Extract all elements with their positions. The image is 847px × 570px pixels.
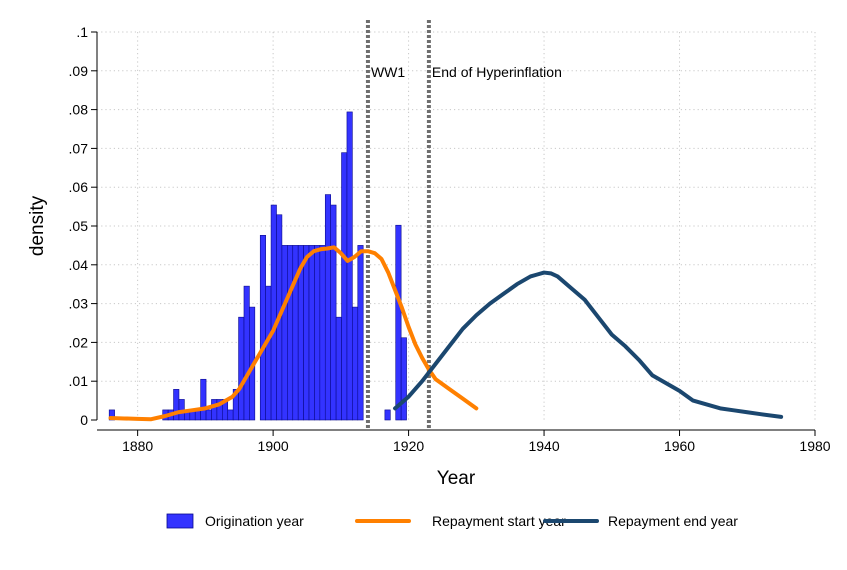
histogram-bar (335, 316, 342, 421)
histogram-bar (211, 399, 218, 421)
histogram-bar (200, 378, 207, 421)
legend-label: Repayment end year (608, 513, 738, 529)
y-tick-label: .05 (69, 218, 89, 234)
y-tick-label: 0 (80, 412, 88, 428)
histogram-bar (400, 337, 407, 421)
y-tick-label: .07 (69, 140, 89, 156)
reference-lines: WW1 End of Hyperinflation (365, 20, 562, 430)
histogram-bar (227, 409, 234, 421)
histogram-bar (270, 204, 277, 421)
y-tick-label: .08 (69, 102, 89, 118)
histogram-bar (357, 245, 364, 421)
grid (97, 31, 816, 420)
series-line (393, 270, 784, 419)
histogram-origination-year (108, 111, 407, 421)
histogram-bar (238, 316, 245, 421)
histogram-bar (352, 306, 359, 421)
reference-line-label: WW1 (371, 64, 405, 80)
histogram-bar (205, 409, 212, 421)
x-axis-label: Year (437, 468, 476, 489)
histogram-bar (287, 245, 294, 421)
x-tick-label: 1960 (664, 438, 695, 454)
legend-label: Repayment start year (432, 513, 566, 529)
y-tick-label: .03 (69, 296, 89, 312)
x-tick-label: 1920 (393, 438, 424, 454)
axes: 0 .01 .02 .03 .04 .05 .06 .07 .08 .09 .1 1880 1900 19… (27, 24, 831, 489)
y-tick-label: .01 (69, 373, 89, 389)
legend-label: Origination year (205, 513, 304, 529)
y-tick-label: .06 (69, 179, 89, 195)
x-tick-label: 1900 (258, 438, 289, 454)
histogram-bar (281, 245, 288, 421)
y-tick-label: .1 (76, 24, 88, 40)
x-tick-label: 1940 (528, 438, 559, 454)
histogram-bar (319, 245, 326, 421)
histogram-bar (330, 204, 337, 421)
histogram-bar (346, 111, 353, 421)
histogram-bar (324, 194, 331, 421)
line-series (108, 245, 784, 422)
reference-line-label: End of Hyperinflation (432, 64, 562, 80)
histogram-bar (243, 285, 250, 421)
x-tick-label: 1980 (799, 438, 830, 454)
histogram-bar (314, 245, 321, 421)
y-tick-label: .04 (69, 257, 89, 273)
histogram-bar (265, 285, 272, 421)
histogram-bar (259, 235, 266, 421)
y-tick-label: .09 (69, 63, 89, 79)
histogram-bar (308, 245, 315, 421)
legend: Origination year Repayment start year Repa… (166, 513, 738, 529)
histogram-bar (384, 409, 391, 421)
histogram-bar (395, 224, 402, 421)
y-axis-label: density (27, 195, 48, 256)
histogram-bar (303, 245, 310, 421)
histogram-bar (341, 152, 348, 421)
series-line (108, 245, 479, 422)
legend-swatch-box (166, 513, 194, 529)
x-tick-label: 1880 (122, 438, 153, 454)
y-tick-label: .02 (69, 334, 89, 350)
